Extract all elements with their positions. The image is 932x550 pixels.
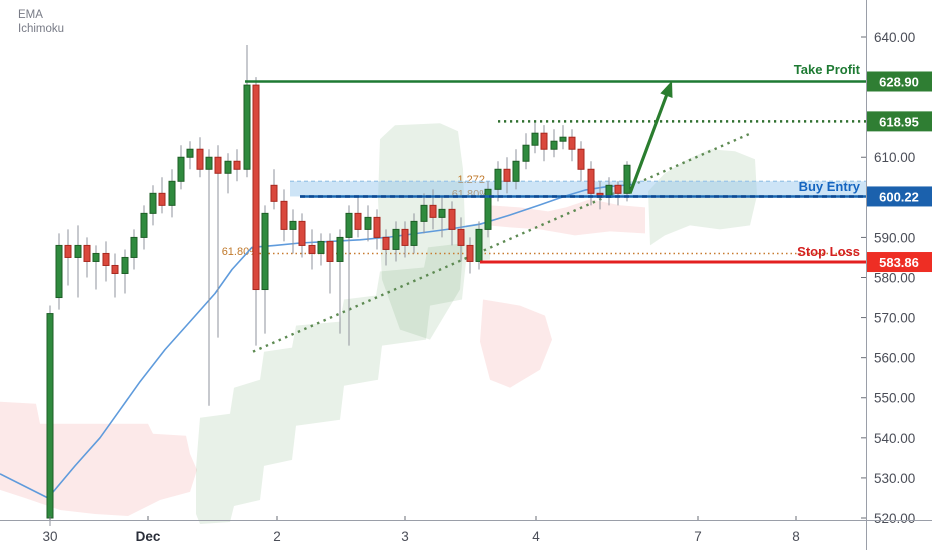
candle-bearish bbox=[429, 204, 437, 218]
price-tick-label: 610.00 bbox=[874, 150, 915, 165]
candle-bearish bbox=[233, 160, 241, 170]
candle-bullish bbox=[46, 313, 54, 519]
time-tick-label: 2 bbox=[273, 529, 281, 544]
price-tick-label: 560.00 bbox=[874, 351, 915, 366]
time-tick-label: 8 bbox=[792, 529, 800, 544]
candle-bullish bbox=[261, 212, 269, 291]
candle-bearish bbox=[102, 252, 110, 266]
price-badge-value: 618.95 bbox=[879, 114, 919, 129]
candle-bearish bbox=[158, 192, 166, 206]
price-badge bbox=[867, 252, 932, 273]
candle-bullish bbox=[243, 84, 251, 170]
time-tick-label: 30 bbox=[42, 529, 57, 544]
candle-bullish bbox=[420, 204, 428, 222]
candle-bearish bbox=[540, 132, 548, 150]
price-badge bbox=[867, 186, 932, 207]
candles[interactable] bbox=[46, 45, 631, 527]
candle-bearish bbox=[252, 84, 260, 291]
candle-bullish bbox=[168, 180, 176, 206]
candle-bullish bbox=[55, 244, 63, 299]
candle-bullish bbox=[410, 220, 418, 246]
candle-bearish bbox=[298, 220, 306, 246]
price-tick-label: 520.00 bbox=[874, 511, 915, 526]
candle-bearish bbox=[568, 136, 576, 150]
candle-bullish bbox=[494, 168, 502, 190]
candle-bearish bbox=[587, 168, 595, 194]
candle-bearish bbox=[373, 216, 381, 238]
time-tick-label: 4 bbox=[532, 529, 540, 544]
price-tick-label: 570.00 bbox=[874, 311, 915, 326]
candle-bullish bbox=[186, 148, 194, 158]
candle-bullish bbox=[92, 252, 100, 262]
fib-1272-label: 1.272 bbox=[457, 174, 485, 186]
candle-bearish bbox=[382, 236, 390, 250]
candle-bullish bbox=[475, 228, 483, 262]
candle-bearish bbox=[448, 208, 456, 230]
candle-bearish bbox=[401, 228, 409, 246]
candle-bearish bbox=[270, 184, 278, 202]
candle-bullish bbox=[623, 164, 631, 194]
candle-bullish bbox=[149, 192, 157, 214]
candle-bullish bbox=[550, 140, 558, 150]
time-tick-label: Dec bbox=[136, 529, 161, 544]
candle-bullish bbox=[512, 160, 520, 182]
candle-bullish bbox=[484, 188, 492, 230]
candle-bearish bbox=[83, 244, 91, 262]
candle-bullish bbox=[121, 256, 129, 274]
price-tick-label: 550.00 bbox=[874, 391, 915, 406]
candle-bullish bbox=[177, 156, 185, 182]
candle-bullish bbox=[130, 236, 138, 258]
candle-bearish bbox=[308, 244, 316, 254]
price-tick-label: 590.00 bbox=[874, 230, 915, 245]
candle-bearish bbox=[326, 240, 334, 262]
price-badge-value: 628.90 bbox=[879, 74, 919, 89]
price-tick-label: 540.00 bbox=[874, 431, 915, 446]
candle-bearish bbox=[466, 244, 474, 262]
candle-bullish bbox=[336, 236, 344, 262]
projection-arrow[interactable] bbox=[628, 80, 673, 194]
candle-bullish bbox=[522, 144, 530, 162]
candle-bullish bbox=[438, 208, 446, 218]
price-badge bbox=[867, 71, 932, 92]
price-badge-value: 583.86 bbox=[879, 255, 919, 270]
time-tick-label: 7 bbox=[694, 529, 702, 544]
candle-bearish bbox=[280, 200, 288, 230]
candle-bearish bbox=[196, 148, 204, 170]
price-tick-label: 580.00 bbox=[874, 270, 915, 285]
candle-bullish bbox=[364, 216, 372, 230]
candle-bearish bbox=[614, 184, 622, 194]
price-badge bbox=[867, 111, 932, 132]
candle-bullish bbox=[224, 160, 232, 174]
candle-bullish bbox=[205, 156, 213, 170]
candle-bearish bbox=[354, 212, 362, 230]
candle-bearish bbox=[577, 148, 585, 170]
buy-entry-zone[interactable] bbox=[290, 180, 866, 197]
candle-bullish bbox=[531, 132, 539, 146]
price-tick-label: 640.00 bbox=[874, 30, 915, 45]
candle-bullish bbox=[74, 244, 82, 258]
candle-bullish bbox=[392, 228, 400, 250]
candle-bearish bbox=[503, 168, 511, 182]
candle-bullish bbox=[140, 212, 148, 238]
candle-bearish bbox=[111, 264, 119, 274]
price-axis[interactable]: 640.00 610.00 590.00 580.00 570.00 560.00 550.… bbox=[861, 0, 932, 550]
candle-bullish bbox=[345, 212, 353, 238]
candle-bullish bbox=[289, 220, 297, 230]
price-tick-label: 530.00 bbox=[874, 471, 915, 486]
candle-bearish bbox=[64, 244, 72, 258]
time-axis[interactable]: 30 Dec 2 3 4 7 8 bbox=[0, 516, 932, 544]
candle-bullish bbox=[317, 240, 325, 254]
time-tick-label: 3 bbox=[401, 529, 409, 544]
candle-bearish bbox=[457, 228, 465, 246]
candle-bearish bbox=[214, 156, 222, 174]
price-badge-value: 600.22 bbox=[879, 189, 919, 204]
candle-bullish bbox=[559, 136, 567, 142]
